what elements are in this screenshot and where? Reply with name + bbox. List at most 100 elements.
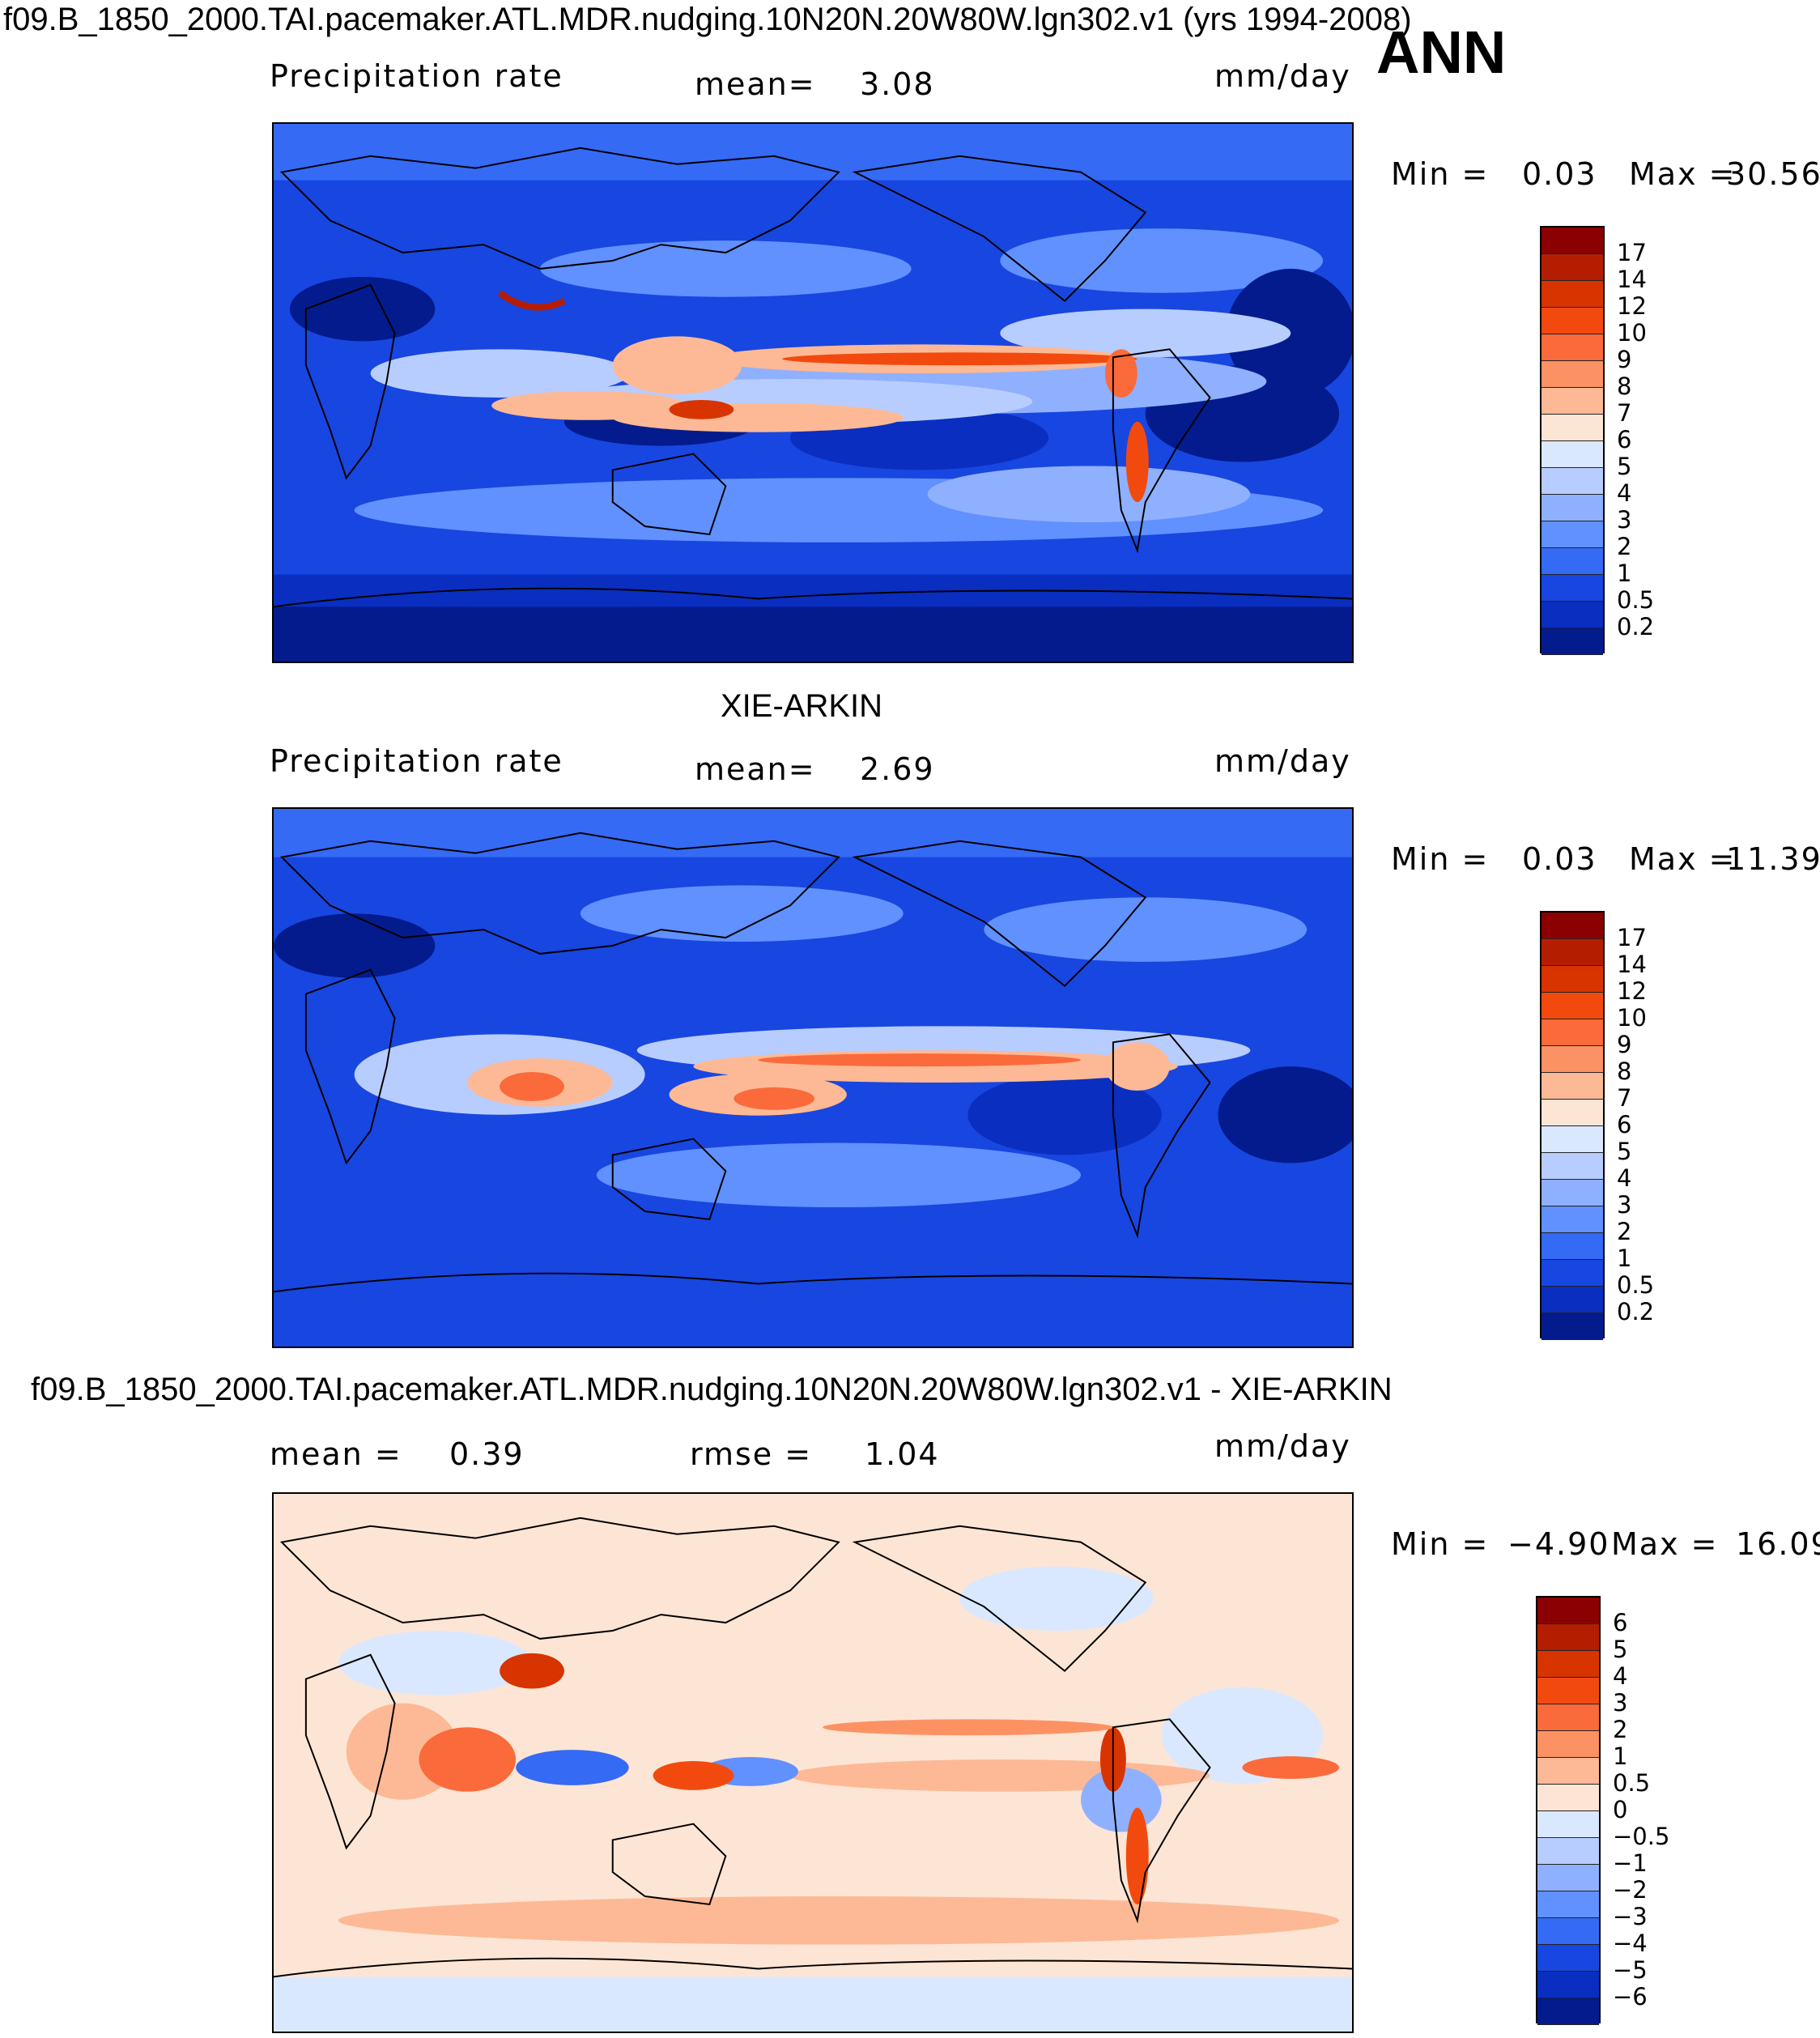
min-value: 0.03 <box>1522 841 1597 877</box>
observed-precip-field <box>274 809 1352 1347</box>
precip-map-difference <box>272 1492 1354 2033</box>
panel-heading: f09.B_1850_2000.TAI.pacemaker.ATL.MDR.nu… <box>31 1372 1393 1407</box>
colorbar-tick-label: 5 <box>1613 1636 1628 1663</box>
colorbar-tick-label: 6 <box>1617 1111 1632 1138</box>
colorbar-swatch <box>1537 1891 1599 1918</box>
colorbar-swatch <box>1537 1704 1599 1731</box>
colorbar-swatch <box>1541 415 1603 441</box>
colorbar-swatch <box>1541 913 1603 939</box>
colorbar-tick-label: 3 <box>1613 1689 1628 1717</box>
mean-label: mean= <box>695 751 816 787</box>
max-value: 11.39 <box>1726 841 1820 877</box>
colorbar-swatch <box>1537 1811 1599 1838</box>
colorbar-tick-label: 17 <box>1617 239 1647 266</box>
colorbar-swatch <box>1541 1206 1603 1233</box>
colorbar-tick-label: −2 <box>1613 1876 1648 1904</box>
max-label: Max = <box>1629 156 1737 192</box>
colorbar-swatch <box>1541 495 1603 521</box>
min-label: Min = <box>1391 1526 1490 1562</box>
max-label: Max = <box>1611 1526 1719 1562</box>
units-label: mm/day <box>1214 1428 1351 1464</box>
colorbar <box>1540 226 1605 655</box>
colorbar-tick-label: 2 <box>1617 533 1632 560</box>
colorbar-swatch <box>1537 1731 1599 1758</box>
colorbar-tick-label: 9 <box>1617 346 1632 373</box>
colorbar-tick-label: 14 <box>1617 266 1647 293</box>
panel-heading: XIE-ARKIN <box>721 688 883 724</box>
min-value: 0.03 <box>1522 156 1597 192</box>
case-title: f09.B_1850_2000.TAI.pacemaker.ATL.MDR.nu… <box>3 2 1412 37</box>
colorbar-tick-label: 0.5 <box>1617 586 1655 614</box>
colorbar-swatch <box>1537 1972 1599 1998</box>
colorbar-tick-label: 0.5 <box>1613 1769 1651 1797</box>
colorbar-swatch <box>1541 993 1603 1019</box>
colorbar-swatch <box>1537 1865 1599 1891</box>
precip-map-model <box>272 122 1354 663</box>
model-precip-field <box>274 124 1352 662</box>
colorbar-tick-label: −5 <box>1613 1956 1648 1984</box>
colorbar-tick-label: 0.5 <box>1617 1271 1655 1299</box>
colorbar-swatch <box>1541 228 1603 254</box>
colorbar-swatch <box>1541 1180 1603 1206</box>
colorbar-tick-label: 2 <box>1617 1218 1632 1245</box>
colorbar-swatch <box>1541 308 1603 334</box>
max-value: 16.09 <box>1736 1526 1820 1562</box>
mean-label: mean= <box>695 66 816 102</box>
mean-value: 3.08 <box>860 66 935 102</box>
colorbar-swatch <box>1541 1260 1603 1287</box>
colorbar-swatch <box>1541 1153 1603 1180</box>
colorbar-swatch <box>1541 602 1603 628</box>
colorbar-swatch <box>1541 468 1603 495</box>
colorbar-tick-label: 14 <box>1617 951 1647 978</box>
colorbar-swatch <box>1541 388 1603 415</box>
units-label: mm/day <box>1214 743 1351 779</box>
colorbar-tick-label: 8 <box>1617 372 1632 400</box>
colorbar-swatch <box>1541 1073 1603 1100</box>
colorbar-swatch <box>1541 1046 1603 1073</box>
colorbar-swatch <box>1537 1651 1599 1678</box>
colorbar-tick-label: 6 <box>1613 1609 1628 1636</box>
colorbar-tick-label: 5 <box>1617 453 1632 480</box>
colorbar-tick-label: 4 <box>1617 1164 1632 1192</box>
difference-precip-field <box>274 1494 1352 2032</box>
colorbar-tick-label: −0.5 <box>1613 1823 1670 1850</box>
mean-label: mean = <box>270 1436 402 1472</box>
colorbar-swatch <box>1537 1785 1599 1811</box>
precip-map-observed <box>272 807 1354 1348</box>
colorbar-swatch <box>1541 1287 1603 1313</box>
colorbar-tick-label: 8 <box>1617 1057 1632 1085</box>
colorbar-tick-label: 17 <box>1617 924 1647 951</box>
colorbar-swatch <box>1537 1945 1599 1972</box>
colorbar-tick-label: 10 <box>1617 1004 1647 1032</box>
colorbar-tick-label: −3 <box>1613 1903 1648 1930</box>
colorbar-swatch <box>1537 1998 1599 2025</box>
min-label: Min = <box>1391 156 1490 192</box>
colorbar-swatch <box>1537 1624 1599 1651</box>
variable-label: Precipitation rate <box>270 743 563 779</box>
colorbar-tick-label: 2 <box>1613 1716 1628 1743</box>
colorbar-swatch <box>1541 441 1603 468</box>
units-label: mm/day <box>1214 58 1351 94</box>
colorbar <box>1536 1596 1601 2025</box>
colorbar-tick-label: −6 <box>1613 1983 1648 2010</box>
min-label: Min = <box>1391 841 1490 877</box>
colorbar-swatch <box>1541 254 1603 281</box>
colorbar-swatch <box>1541 548 1603 575</box>
max-label: Max = <box>1629 841 1737 877</box>
colorbar-tick-label: 1 <box>1613 1742 1628 1770</box>
colorbar-tick-label: 3 <box>1617 506 1632 534</box>
colorbar-tick-label: −4 <box>1613 1930 1648 1957</box>
colorbar-tick-label: 1 <box>1617 1244 1632 1272</box>
colorbar-swatch <box>1537 1678 1599 1704</box>
colorbar-swatch <box>1537 1838 1599 1865</box>
mean-value: 2.69 <box>860 751 935 787</box>
colorbar-tick-label: 7 <box>1617 399 1632 427</box>
colorbar-tick-label: 12 <box>1617 292 1647 320</box>
colorbar-tick-label: 3 <box>1617 1191 1632 1219</box>
colorbar-swatch <box>1537 1598 1599 1624</box>
colorbar-tick-label: 4 <box>1613 1662 1628 1690</box>
colorbar-swatch <box>1541 628 1603 655</box>
colorbar-tick-label: 6 <box>1617 426 1632 453</box>
rmse-value: 1.04 <box>865 1436 940 1472</box>
colorbar-tick-label: 9 <box>1617 1031 1632 1058</box>
